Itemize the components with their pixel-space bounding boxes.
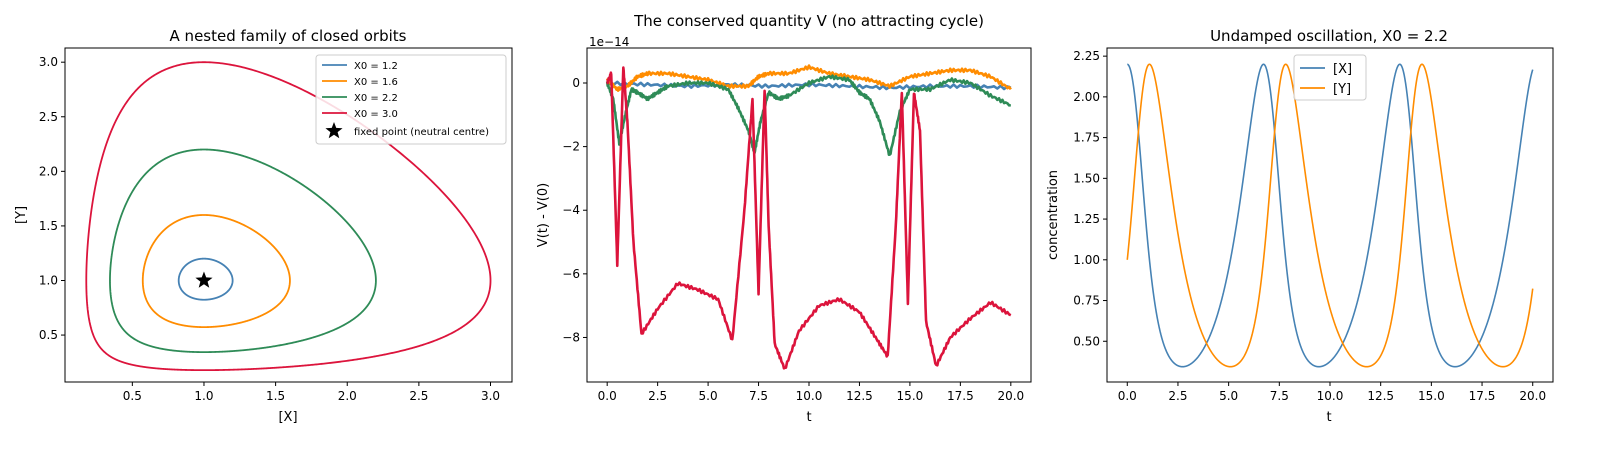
chart1-orbits — [85, 61, 492, 372]
chart2-y-ticks: 0 −2 −4 −6 −8 — [562, 76, 587, 344]
chart1-ylabel: [Y] — [14, 206, 29, 224]
chart3-xtick-label-2-5: 2.5 — [1168, 389, 1187, 403]
chart3-ytick-label-1-75: 1.75 — [1073, 131, 1100, 145]
chart1-ytick-label-3-0: 3.0 — [39, 55, 58, 69]
chart2-xtick-label-7-5: 7.5 — [749, 389, 768, 403]
chart3-ytick-label-1-25: 1.25 — [1073, 212, 1100, 226]
legend-star-marker — [325, 122, 343, 139]
chart2-ytick-label-0: 0 — [572, 76, 580, 90]
chart2-xtick-label-5-0: 5.0 — [699, 389, 718, 403]
chart1-fixed-point-layer — [195, 271, 213, 288]
chart3-xtick-label-0-0: 0.0 — [1118, 389, 1137, 403]
chart1-axes-frame — [64, 47, 513, 383]
chart2-ytick-label-2: −2 — [562, 140, 580, 154]
panel-time-series: Undamped oscillation, X0 = 2.2 0.0 2.5 5.0… — [1046, 27, 1554, 425]
chart3-legend: [X] [Y] — [1293, 54, 1367, 101]
fixed-point-star — [195, 271, 213, 288]
chart1-ytick-label-1-5: 1.5 — [39, 219, 58, 233]
chart3-ytick-label-1-00: 1.00 — [1073, 253, 1100, 267]
legend-label-x: [X] — [1333, 62, 1352, 77]
chart2-x-ticks: 0.0 2.5 5.0 7.5 10.0 12.5 15.0 17.5 20.0 — [598, 382, 1024, 403]
chart3-xtick-label-20-0: 20.0 — [1519, 389, 1546, 403]
chart2-xlabel: t — [806, 410, 811, 425]
chart2-offset-label: 1e−14 — [589, 35, 629, 49]
legend-label-x0-1-2: X0 = 1.2 — [354, 61, 398, 72]
chart2-ytick-label-8: −8 — [562, 330, 580, 344]
chart2-xtick-label-2-5: 2.5 — [648, 389, 667, 403]
chart1-ytick-label-2-5: 2.5 — [39, 110, 58, 124]
chart3-series-y — [1126, 63, 1534, 368]
chart1-x-ticks: 0.5 1.0 1.5 2.0 2.5 3.0 — [123, 382, 500, 403]
chart3-xtick-label-17-5: 17.5 — [1469, 389, 1496, 403]
chart2-ytick-label-4: −4 — [562, 203, 580, 217]
chart3-xtick-label-5-0: 5.0 — [1219, 389, 1238, 403]
chart1-ytick-label-0-5: 0.5 — [39, 328, 58, 342]
orbit-x0-2-2 — [109, 148, 377, 354]
chart1-xtick-label-3-0: 3.0 — [481, 389, 500, 403]
legend-label-fixed-point: fixed point (neutral centre) — [354, 127, 489, 138]
chart2-series-3 — [606, 66, 1012, 370]
panel-conserved-quantity: The conserved quantity V (no attracting … — [536, 12, 1032, 425]
legend-label-x0-2-2: X0 = 2.2 — [354, 93, 398, 104]
legend-label-x0-3-0: X0 = 3.0 — [354, 109, 398, 120]
chart1-xtick-label-1-5: 1.5 — [266, 389, 285, 403]
chart1-ytick-label-2-0: 2.0 — [39, 164, 58, 178]
chart3-series — [1126, 63, 1534, 368]
orbit-x0-3-0 — [85, 61, 492, 372]
chart3-xtick-label-10-0: 10.0 — [1317, 389, 1344, 403]
panel-phase-portrait: A nested family of closed orbits 0.5 1.0 1… — [14, 27, 513, 425]
chart2-ylabel: V(t) - V(0) — [536, 183, 551, 247]
chart1-title: A nested family of closed orbits — [170, 27, 407, 45]
chart1-xtick-label-1-0: 1.0 — [194, 389, 213, 403]
chart2-ytick-label-6: −6 — [562, 267, 580, 281]
chart3-ytick-label-2-25: 2.25 — [1073, 49, 1100, 63]
chart3-title: Undamped oscillation, X0 = 2.2 — [1210, 27, 1448, 45]
chart1-legend-box — [315, 54, 507, 145]
chart2-series-1 — [605, 64, 1012, 92]
chart3-xtick-label-12-5: 12.5 — [1367, 389, 1394, 403]
chart3-y-ticks: 0.50 0.75 1.00 1.25 1.50 1.75 2.00 2.25 — [1073, 49, 1107, 348]
chart3-xtick-label-7-5: 7.5 — [1270, 389, 1289, 403]
chart2-series — [605, 64, 1012, 370]
chart2-title: The conserved quantity V (no attracting … — [633, 12, 984, 30]
chart1-xlabel: [X] — [278, 410, 297, 425]
orbit-x0-1-2 — [177, 257, 234, 301]
chart3-x-ticks: 0.0 2.5 5.0 7.5 10.0 12.5 15.0 17.5 20.0 — [1118, 382, 1546, 403]
chart1-ytick-label-1-0: 1.0 — [39, 273, 58, 287]
chart3-xtick-label-15-0: 15.0 — [1418, 389, 1445, 403]
chart1-xtick-label-0-5: 0.5 — [123, 389, 142, 403]
chart2-xtick-label-0-0: 0.0 — [598, 389, 617, 403]
chart2-xtick-label-12-5: 12.5 — [846, 389, 873, 403]
chart3-ytick-label-0-50: 0.50 — [1073, 334, 1100, 348]
legend-star-icon — [325, 122, 343, 139]
chart3-ytick-label-0-75: 0.75 — [1073, 294, 1100, 308]
chart2-axes-frame — [586, 47, 1032, 383]
chart3-ytick-label-1-50: 1.50 — [1073, 171, 1100, 185]
chart3-ytick-label-2-00: 2.00 — [1073, 90, 1100, 104]
chart2-xtick-label-15-0: 15.0 — [897, 389, 924, 403]
chart2-xtick-label-17-5: 17.5 — [947, 389, 974, 403]
chart1-xtick-label-2-0: 2.0 — [338, 389, 357, 403]
orbit-x0-1-6 — [141, 214, 291, 329]
chart3-legend-box — [1293, 54, 1367, 101]
chart3-series-x — [1127, 63, 1534, 368]
chart2-xtick-label-10-0: 10.0 — [796, 389, 823, 403]
chart2-xtick-label-20-0: 20.0 — [997, 389, 1024, 403]
legend-label-y: [Y] — [1333, 82, 1351, 97]
chart1-xtick-label-2-5: 2.5 — [409, 389, 428, 403]
chart3-ylabel: concentration — [1046, 170, 1061, 260]
chart2-series-2 — [605, 74, 1011, 157]
chart1-legend: X0 = 1.2 X0 = 1.6 X0 = 2.2 X0 = 3.0 fixe… — [315, 54, 507, 145]
chart2-series-0 — [606, 80, 1012, 91]
legend-label-x0-1-6: X0 = 1.6 — [354, 77, 398, 88]
chart3-xlabel: t — [1326, 410, 1331, 425]
chart1-y-ticks: 0.5 1.0 1.5 2.0 2.5 3.0 — [39, 55, 65, 342]
